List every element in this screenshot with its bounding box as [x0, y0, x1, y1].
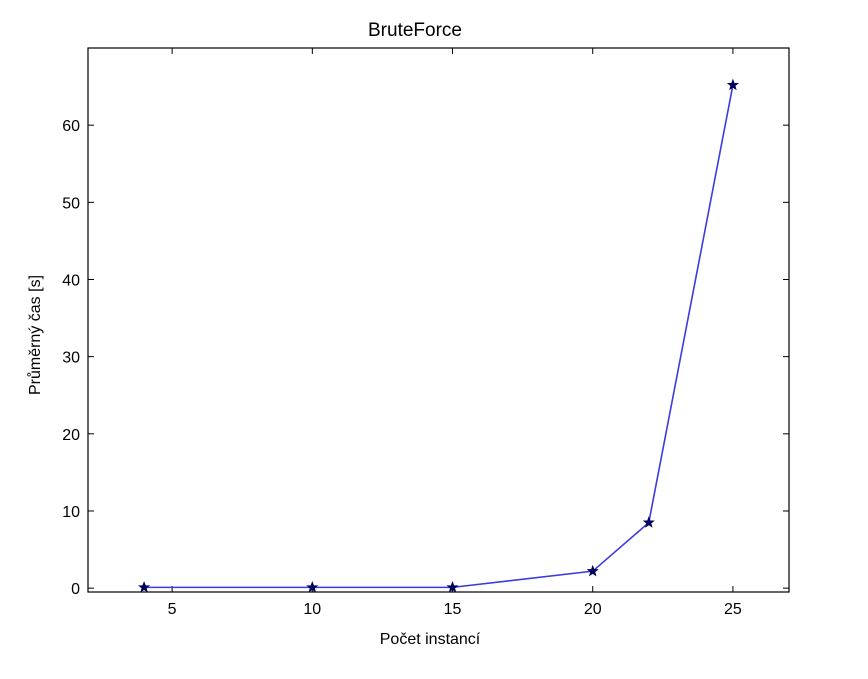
y-tick-label: 60 — [62, 118, 80, 135]
plot-area — [87, 47, 790, 593]
y-tick-label: 50 — [62, 195, 80, 212]
y-tick-label: 30 — [62, 350, 80, 367]
y-axis-label: Průměrný čas [s] — [26, 275, 44, 395]
series-line — [144, 84, 734, 589]
data-point-star — [138, 581, 151, 593]
x-tick-label: 15 — [444, 601, 462, 618]
data-point-star — [586, 564, 599, 577]
x-tick-label: 10 — [303, 601, 321, 618]
series-layer — [138, 78, 739, 593]
data-point-star — [726, 78, 739, 91]
data-point-star — [306, 581, 319, 593]
x-axis-label: Počet instancí — [380, 631, 481, 648]
data-point-star — [446, 581, 459, 593]
chart-title: BruteForce — [368, 20, 462, 41]
y-axis-ticks: 0 10 20 30 40 50 60 — [62, 118, 789, 598]
y-tick-label: 40 — [62, 272, 80, 289]
x-tick-label: 5 — [168, 601, 177, 618]
x-tick-label: 25 — [724, 601, 742, 618]
x-axis-ticks: 5 10 15 20 25 — [168, 48, 742, 618]
x-tick-label: 20 — [584, 601, 602, 618]
data-point-star — [642, 516, 655, 528]
y-tick-label: 0 — [71, 581, 80, 598]
y-tick-label: 20 — [62, 427, 80, 444]
y-tick-label: 10 — [62, 504, 80, 521]
